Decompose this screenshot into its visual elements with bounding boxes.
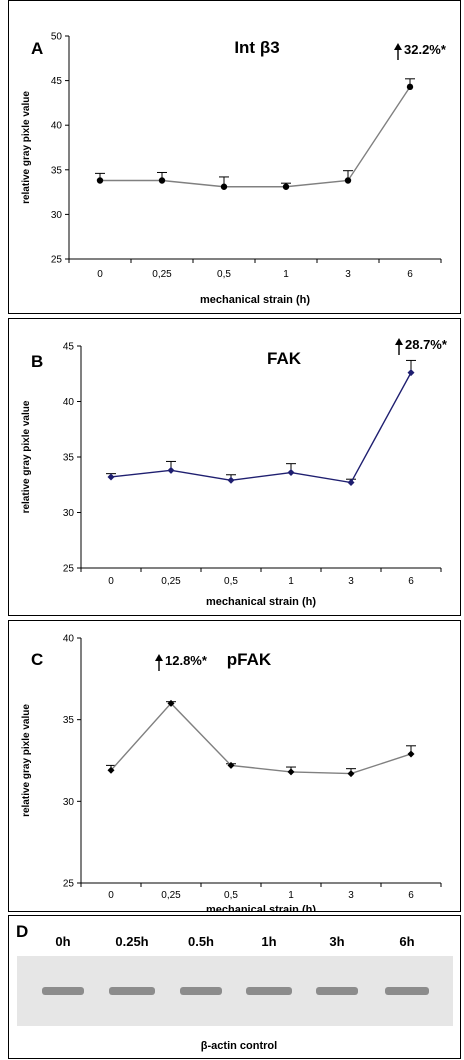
significance-annotation: 32.2%* bbox=[404, 42, 447, 57]
blot-caption: β-actin control bbox=[201, 1040, 277, 1052]
up-arrow-head-icon bbox=[155, 654, 163, 661]
y-tick-label: 30 bbox=[63, 508, 75, 519]
up-arrow-head-icon bbox=[395, 338, 403, 345]
protein-band bbox=[246, 987, 292, 995]
y-tick-label: 40 bbox=[63, 634, 75, 645]
panel-letter: C bbox=[31, 650, 43, 669]
data-point bbox=[347, 479, 355, 487]
x-tick-label: 0 bbox=[108, 576, 114, 587]
panel-letter: A bbox=[31, 39, 43, 58]
data-point bbox=[344, 177, 352, 184]
y-tick-label: 35 bbox=[63, 715, 75, 726]
series-line bbox=[110, 372, 412, 484]
y-tick-label: 25 bbox=[51, 255, 63, 266]
protein-band bbox=[180, 987, 222, 995]
x-tick-label: 0 bbox=[97, 269, 103, 280]
panel-c-pfak-chart: 25 30 35 40 0 0,25 0,5 1 3 6 mechanical strain (h)… bbox=[8, 620, 461, 912]
y-tick-label: 35 bbox=[51, 165, 63, 176]
lane-label: 3h bbox=[329, 934, 344, 949]
x-tick-label: 0,5 bbox=[224, 890, 238, 901]
data-point bbox=[107, 766, 115, 774]
x-tick-label: 6 bbox=[407, 269, 413, 280]
lane-label: 0h bbox=[55, 934, 70, 949]
protein-band bbox=[385, 987, 429, 995]
x-axis-title: mechanical strain (h) bbox=[206, 904, 316, 911]
x-tick-label: 3 bbox=[348, 890, 354, 901]
lane-label: 1h bbox=[261, 934, 276, 949]
data-point bbox=[107, 473, 115, 481]
y-tick-label: 30 bbox=[51, 210, 63, 221]
y-tick-label: 40 bbox=[51, 121, 63, 132]
x-tick-label: 0,25 bbox=[161, 890, 181, 901]
data-point bbox=[407, 369, 415, 377]
y-tick-label: 45 bbox=[63, 342, 75, 353]
up-arrow-head-icon bbox=[394, 43, 402, 50]
int-beta3-line-chart: 25 30 35 40 45 50 0 0,25 0,5 1 3 6 mechanical strain… bbox=[21, 32, 447, 307]
western-blot-image: D 0h 0.25h 0.5h 1h 3h 6h β-actin control bbox=[16, 922, 453, 1052]
lane-label: 0.25h bbox=[115, 934, 148, 949]
pfak-line-chart: 25 30 35 40 0 0,25 0,5 1 3 6 mechanical strain (h)… bbox=[21, 634, 442, 911]
data-point bbox=[407, 750, 415, 758]
panel-d-beta-actin-blot: D 0h 0.25h 0.5h 1h 3h 6h β-actin control bbox=[8, 915, 461, 1059]
lane-label: 0.5h bbox=[188, 934, 214, 949]
significance-annotation: 28.7%* bbox=[405, 337, 448, 352]
y-tick-label: 45 bbox=[51, 76, 63, 87]
x-axis-title: mechanical strain (h) bbox=[206, 596, 316, 608]
data-point bbox=[282, 183, 290, 190]
y-tick-label: 25 bbox=[63, 879, 75, 890]
x-tick-label: 0,5 bbox=[224, 576, 238, 587]
y-tick-label: 25 bbox=[63, 564, 75, 575]
y-axis-title: relative gray pixle value bbox=[21, 91, 32, 204]
panel-letter: B bbox=[31, 352, 43, 371]
blot-membrane bbox=[17, 956, 453, 1026]
chart-title: Int β3 bbox=[234, 38, 279, 57]
data-point bbox=[287, 768, 295, 776]
data-point bbox=[227, 476, 235, 484]
y-tick-label: 35 bbox=[63, 453, 75, 464]
x-tick-label: 6 bbox=[408, 890, 414, 901]
x-tick-label: 1 bbox=[283, 269, 289, 280]
series-line bbox=[110, 702, 412, 775]
fak-line-chart: 25 30 35 40 45 0 0,25 0,5 1 3 6 mechanical strain (… bbox=[21, 337, 448, 608]
x-axis-title: mechanical strain (h) bbox=[200, 294, 310, 306]
y-tick-label: 50 bbox=[51, 32, 63, 43]
data-point bbox=[96, 177, 104, 184]
x-tick-label: 0,25 bbox=[161, 576, 181, 587]
protein-band bbox=[316, 987, 358, 995]
significance-annotation: 12.8%* bbox=[165, 653, 208, 668]
protein-band bbox=[109, 987, 155, 995]
y-axis-title: relative gray pixle value bbox=[21, 400, 32, 513]
data-point bbox=[158, 177, 166, 184]
chart-title: pFAK bbox=[227, 650, 272, 669]
x-tick-label: 0 bbox=[108, 890, 114, 901]
x-tick-label: 3 bbox=[348, 576, 354, 587]
y-tick-label: 30 bbox=[63, 797, 75, 808]
chart-title: FAK bbox=[267, 349, 302, 368]
data-point bbox=[220, 183, 228, 190]
x-tick-label: 1 bbox=[288, 576, 294, 587]
y-tick-label: 40 bbox=[63, 397, 75, 408]
y-axis-title: relative gray pixle value bbox=[21, 704, 32, 817]
x-tick-label: 0,25 bbox=[152, 269, 172, 280]
x-tick-label: 0,5 bbox=[217, 269, 231, 280]
data-point bbox=[406, 83, 414, 91]
panel-b-fak-chart: 25 30 35 40 45 0 0,25 0,5 1 3 6 mechanical strain (… bbox=[8, 318, 461, 616]
x-tick-label: 1 bbox=[288, 890, 294, 901]
panel-letter: D bbox=[16, 922, 28, 941]
x-tick-label: 6 bbox=[408, 576, 414, 587]
data-point bbox=[167, 466, 175, 474]
series-line bbox=[100, 86, 411, 188]
data-point bbox=[347, 770, 355, 778]
protein-band bbox=[42, 987, 84, 995]
panel-a-int-beta3-chart: 25 30 35 40 45 50 0 0,25 0,5 1 3 6 mechanical strain… bbox=[8, 0, 461, 314]
data-point bbox=[167, 699, 175, 707]
data-point bbox=[227, 761, 235, 769]
data-point bbox=[287, 469, 295, 477]
x-tick-label: 3 bbox=[345, 269, 351, 280]
lane-label: 6h bbox=[399, 934, 414, 949]
